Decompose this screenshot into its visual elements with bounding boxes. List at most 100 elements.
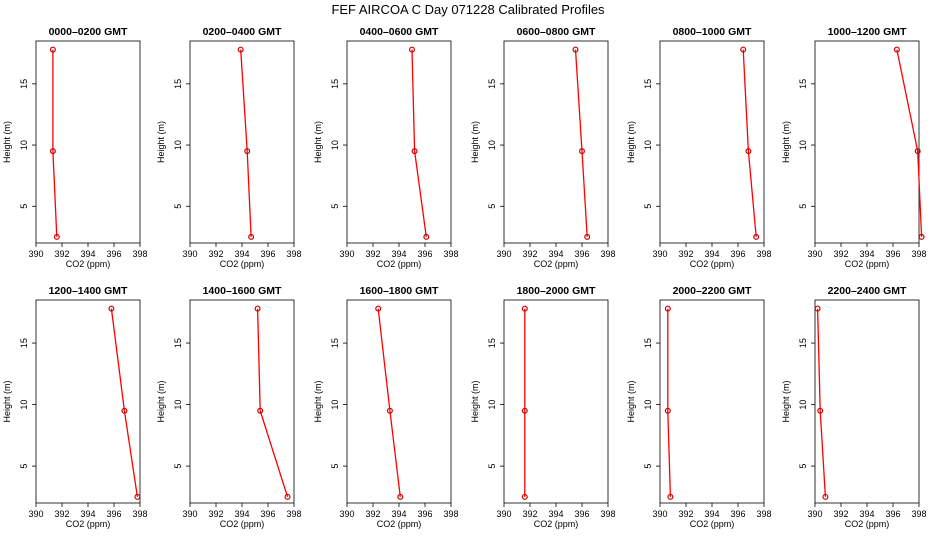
y-axis-label: Height (m) xyxy=(470,380,480,422)
y-tick-label: 10 xyxy=(643,140,653,150)
profile-line xyxy=(896,49,923,237)
data-point xyxy=(423,233,430,240)
profile-line xyxy=(52,49,58,237)
y-tick-label: 5 xyxy=(798,464,808,469)
data-point xyxy=(49,148,56,155)
y-tick-label: 10 xyxy=(330,140,340,150)
x-tick-label: 390 xyxy=(496,509,511,519)
y-tick-label: 10 xyxy=(487,400,497,410)
y-tick-label: 5 xyxy=(487,464,497,469)
x-tick-label: 394 xyxy=(391,509,406,519)
x-tick-label: 396 xyxy=(574,249,589,259)
x-tick-label: 394 xyxy=(234,509,249,519)
y-tick-label: 5 xyxy=(19,204,29,209)
x-tick-label: 392 xyxy=(208,249,223,259)
x-axis-label: CO2 (ppm) xyxy=(66,519,111,529)
x-tick-label: 396 xyxy=(885,509,900,519)
x-axis-label: CO2 (ppm) xyxy=(845,519,890,529)
data-point xyxy=(521,407,528,414)
x-tick-label: 394 xyxy=(548,509,563,519)
y-axis-label: Height (m) xyxy=(2,121,12,163)
profile-line xyxy=(110,308,139,497)
x-tick-label: 394 xyxy=(234,249,249,259)
data-point xyxy=(745,148,752,155)
plot-frame xyxy=(503,40,609,244)
panel-0: 0000–0200 GMT 390 392 394 396 398 5 10 15 CO2 (pp… xyxy=(2,26,148,269)
x-tick-label: 396 xyxy=(574,509,589,519)
x-tick-label: 398 xyxy=(756,249,771,259)
x-tick-label: 390 xyxy=(182,249,197,259)
x-tick-label: 390 xyxy=(807,509,822,519)
profile-line xyxy=(667,308,672,497)
x-tick-label: 394 xyxy=(548,249,563,259)
plot-frame xyxy=(503,299,609,504)
panel-2: 0400–0600 GMT 390 392 394 396 398 5 10 15 CO2 (pp… xyxy=(313,26,459,269)
x-tick-label: 396 xyxy=(417,249,432,259)
x-tick-label: 396 xyxy=(260,509,275,519)
y-tick-label: 10 xyxy=(798,140,808,150)
panel-9: 1800–2000 GMT 390 392 394 396 398 5 10 15 CO2 (pp… xyxy=(470,285,616,529)
panel-title: 1000–1200 GMT xyxy=(828,26,907,38)
x-tick-label: 392 xyxy=(54,509,69,519)
panel-5: 1000–1200 GMT 390 392 394 396 398 5 10 15 CO2 (pp… xyxy=(781,26,927,269)
data-point xyxy=(578,148,585,155)
x-tick-label: 396 xyxy=(730,509,745,519)
data-point xyxy=(814,305,821,312)
x-tick-label: 398 xyxy=(600,509,615,519)
x-tick-label: 398 xyxy=(756,509,771,519)
x-tick-label: 396 xyxy=(260,249,275,259)
y-tick-label: 15 xyxy=(487,79,497,89)
x-axis-label: CO2 (ppm) xyxy=(220,519,265,529)
x-tick-label: 390 xyxy=(339,509,354,519)
data-point xyxy=(248,233,255,240)
panel-7: 1400–1600 GMT 390 392 394 396 398 5 10 15 CO2 (pp… xyxy=(156,285,302,529)
x-tick-label: 394 xyxy=(859,249,874,259)
y-axis-label: Height (m) xyxy=(781,380,791,422)
panel-1: 0200–0400 GMT 390 392 394 396 398 5 10 15 CO2 (pp… xyxy=(156,26,302,269)
data-point xyxy=(740,46,747,53)
x-tick-label: 398 xyxy=(286,509,301,519)
y-tick-label: 5 xyxy=(330,464,340,469)
y-tick-label: 15 xyxy=(19,79,29,89)
data-point xyxy=(409,46,416,53)
x-tick-label: 392 xyxy=(365,249,380,259)
plot-frame xyxy=(35,40,141,244)
plot-frame xyxy=(346,299,452,504)
data-point xyxy=(584,233,591,240)
y-tick-label: 10 xyxy=(19,140,29,150)
panel-title: 2200–2400 GMT xyxy=(828,285,907,297)
x-tick-label: 392 xyxy=(54,249,69,259)
x-tick-label: 390 xyxy=(28,249,43,259)
y-tick-label: 15 xyxy=(798,338,808,348)
x-tick-label: 398 xyxy=(600,249,615,259)
y-axis-label: Height (m) xyxy=(626,121,636,163)
x-axis-label: CO2 (ppm) xyxy=(377,519,422,529)
y-axis-label: Height (m) xyxy=(781,121,791,163)
x-tick-label: 392 xyxy=(365,509,380,519)
y-axis-label: Height (m) xyxy=(2,380,12,422)
plot-frame xyxy=(35,299,141,504)
x-tick-label: 398 xyxy=(443,249,458,259)
data-point xyxy=(284,493,291,500)
x-tick-label: 396 xyxy=(106,509,121,519)
data-point xyxy=(667,493,674,500)
y-tick-label: 10 xyxy=(798,400,808,410)
y-axis-label: Height (m) xyxy=(156,380,166,422)
x-tick-label: 392 xyxy=(833,249,848,259)
x-tick-label: 392 xyxy=(522,249,537,259)
y-tick-label: 10 xyxy=(643,400,653,410)
x-tick-label: 390 xyxy=(182,509,197,519)
x-tick-label: 398 xyxy=(286,249,301,259)
y-tick-label: 5 xyxy=(173,204,183,209)
x-axis-label: CO2 (ppm) xyxy=(690,519,735,529)
x-tick-label: 390 xyxy=(339,249,354,259)
data-point xyxy=(108,305,115,312)
panel-8: 1600–1800 GMT 390 392 394 396 398 5 10 15 CO2 (pp… xyxy=(313,285,459,529)
x-tick-label: 394 xyxy=(704,249,719,259)
data-point xyxy=(257,407,264,414)
x-tick-label: 390 xyxy=(807,249,822,259)
data-point xyxy=(817,407,824,414)
data-point xyxy=(134,493,141,500)
panel-title: 0400–0600 GMT xyxy=(360,26,439,38)
